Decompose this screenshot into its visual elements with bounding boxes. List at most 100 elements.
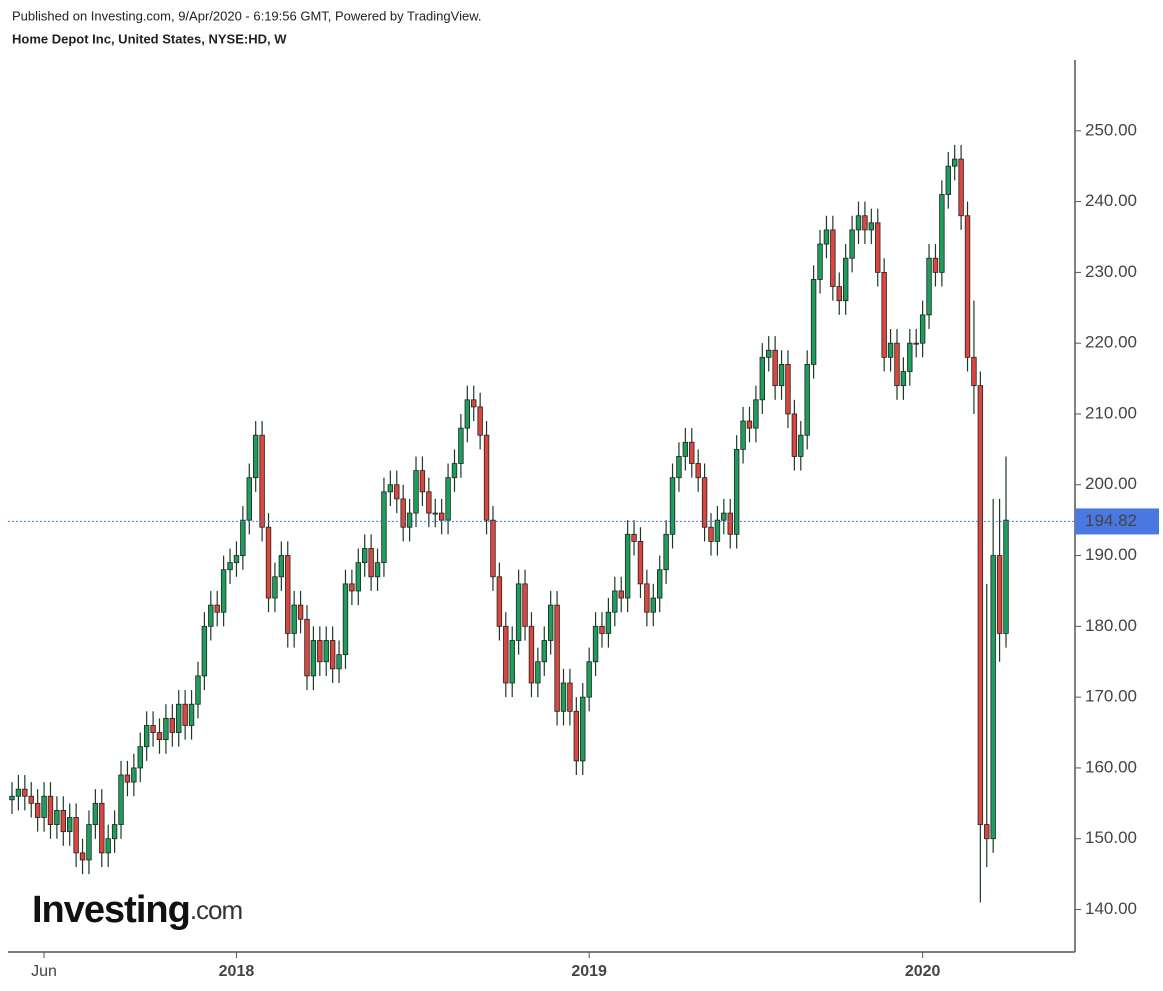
- candle-body: [528, 625, 535, 684]
- x-tick-label: Jun: [31, 963, 57, 980]
- last-price-box: [1075, 508, 1159, 535]
- candle-body: [785, 364, 791, 415]
- candle-body: [426, 491, 432, 514]
- y-tick-label: 210.00: [1085, 403, 1137, 422]
- candle-body: [137, 746, 143, 769]
- candle-body: [759, 356, 766, 401]
- candle-body: [99, 802, 105, 854]
- candle-body: [188, 703, 195, 726]
- candle-body: [86, 824, 92, 861]
- candle-body: [342, 583, 349, 656]
- candle-body: [669, 477, 676, 535]
- candle-body: [727, 512, 733, 535]
- candle-body: [490, 519, 496, 578]
- candle-body: [118, 774, 124, 825]
- candle-body: [618, 590, 624, 599]
- candle-body: [644, 583, 650, 613]
- candle-body: [252, 434, 259, 479]
- candle-body: [984, 824, 990, 840]
- candle-body: [79, 852, 86, 861]
- candle-body: [964, 215, 971, 358]
- candle-body: [817, 243, 823, 280]
- candle-body: [176, 703, 182, 733]
- candle-body: [567, 682, 573, 712]
- candle-body: [291, 604, 297, 634]
- candle-body: [1003, 519, 1009, 634]
- candle-body: [592, 625, 599, 663]
- candle-body: [477, 406, 483, 436]
- candle-body: [124, 774, 131, 783]
- candle-body: [28, 795, 34, 804]
- candle-body: [900, 371, 907, 387]
- y-tick-label: 160.00: [1085, 757, 1137, 776]
- y-tick-label: 230.00: [1085, 262, 1137, 281]
- candle-body: [355, 562, 361, 592]
- candle-body: [560, 682, 567, 712]
- candle-body: [496, 576, 503, 627]
- candle-body: [304, 618, 310, 677]
- candle-body: [349, 583, 355, 592]
- candle-body: [413, 470, 419, 514]
- candle-body: [868, 222, 875, 231]
- candle-body: [515, 583, 522, 641]
- candle-body: [374, 562, 381, 578]
- candle-body: [541, 640, 547, 663]
- candle-body: [387, 484, 394, 493]
- candle-body: [272, 576, 278, 599]
- y-tick-label: 180.00: [1085, 616, 1137, 635]
- candle-body: [804, 364, 810, 436]
- x-tick-label: 2019: [571, 963, 607, 980]
- candle-body: [368, 548, 374, 578]
- candle-body: [682, 441, 689, 457]
- candle-body: [105, 838, 111, 854]
- candle-body: [926, 257, 932, 316]
- candle-body: [612, 590, 618, 613]
- candle-body: [246, 477, 252, 521]
- candle-body: [599, 625, 605, 634]
- candle-body: [695, 463, 701, 479]
- y-tick-label: 170.00: [1085, 687, 1137, 706]
- candle-body: [483, 434, 490, 521]
- candle-body: [554, 604, 560, 712]
- y-tick-label: 220.00: [1085, 333, 1137, 352]
- candle-body: [233, 555, 240, 564]
- candle-body: [317, 640, 323, 663]
- candle-body: [92, 802, 99, 825]
- candle-body: [842, 257, 849, 302]
- candle-body: [701, 477, 708, 528]
- candle-body: [766, 349, 772, 358]
- candle-body: [907, 342, 913, 372]
- candle-body: [823, 229, 830, 245]
- y-tick-label: 200.00: [1085, 474, 1137, 493]
- candle-body: [464, 399, 471, 429]
- candle-body: [650, 597, 656, 613]
- candle-body: [547, 604, 554, 641]
- candle-body: [400, 498, 406, 528]
- candle-body: [259, 434, 265, 528]
- candle-body: [73, 817, 79, 854]
- candle-body: [111, 824, 118, 840]
- candle-body: [919, 314, 926, 344]
- candle-body: [471, 399, 477, 408]
- candle-body: [778, 364, 785, 387]
- candle-body: [971, 356, 977, 387]
- candle-body: [714, 519, 721, 542]
- candle-body: [990, 555, 996, 840]
- candle-body: [657, 569, 663, 599]
- candle-body: [41, 795, 47, 818]
- candle-body: [67, 817, 73, 833]
- logo-suffix: .com: [190, 895, 242, 925]
- candle-body: [240, 519, 246, 556]
- candle-body: [329, 640, 336, 670]
- candle-body: [939, 194, 945, 273]
- candle-body: [406, 512, 413, 528]
- symbol-title: Home Depot Inc, United States, NYSE:HD, …: [12, 31, 287, 46]
- candle-body: [285, 555, 291, 634]
- candle-body: [445, 477, 451, 521]
- y-tick-label: 190.00: [1085, 545, 1137, 564]
- candle-body: [798, 434, 804, 457]
- candle-body: [310, 640, 317, 677]
- logo: Investing.com: [32, 889, 242, 931]
- candle-body: [881, 271, 887, 358]
